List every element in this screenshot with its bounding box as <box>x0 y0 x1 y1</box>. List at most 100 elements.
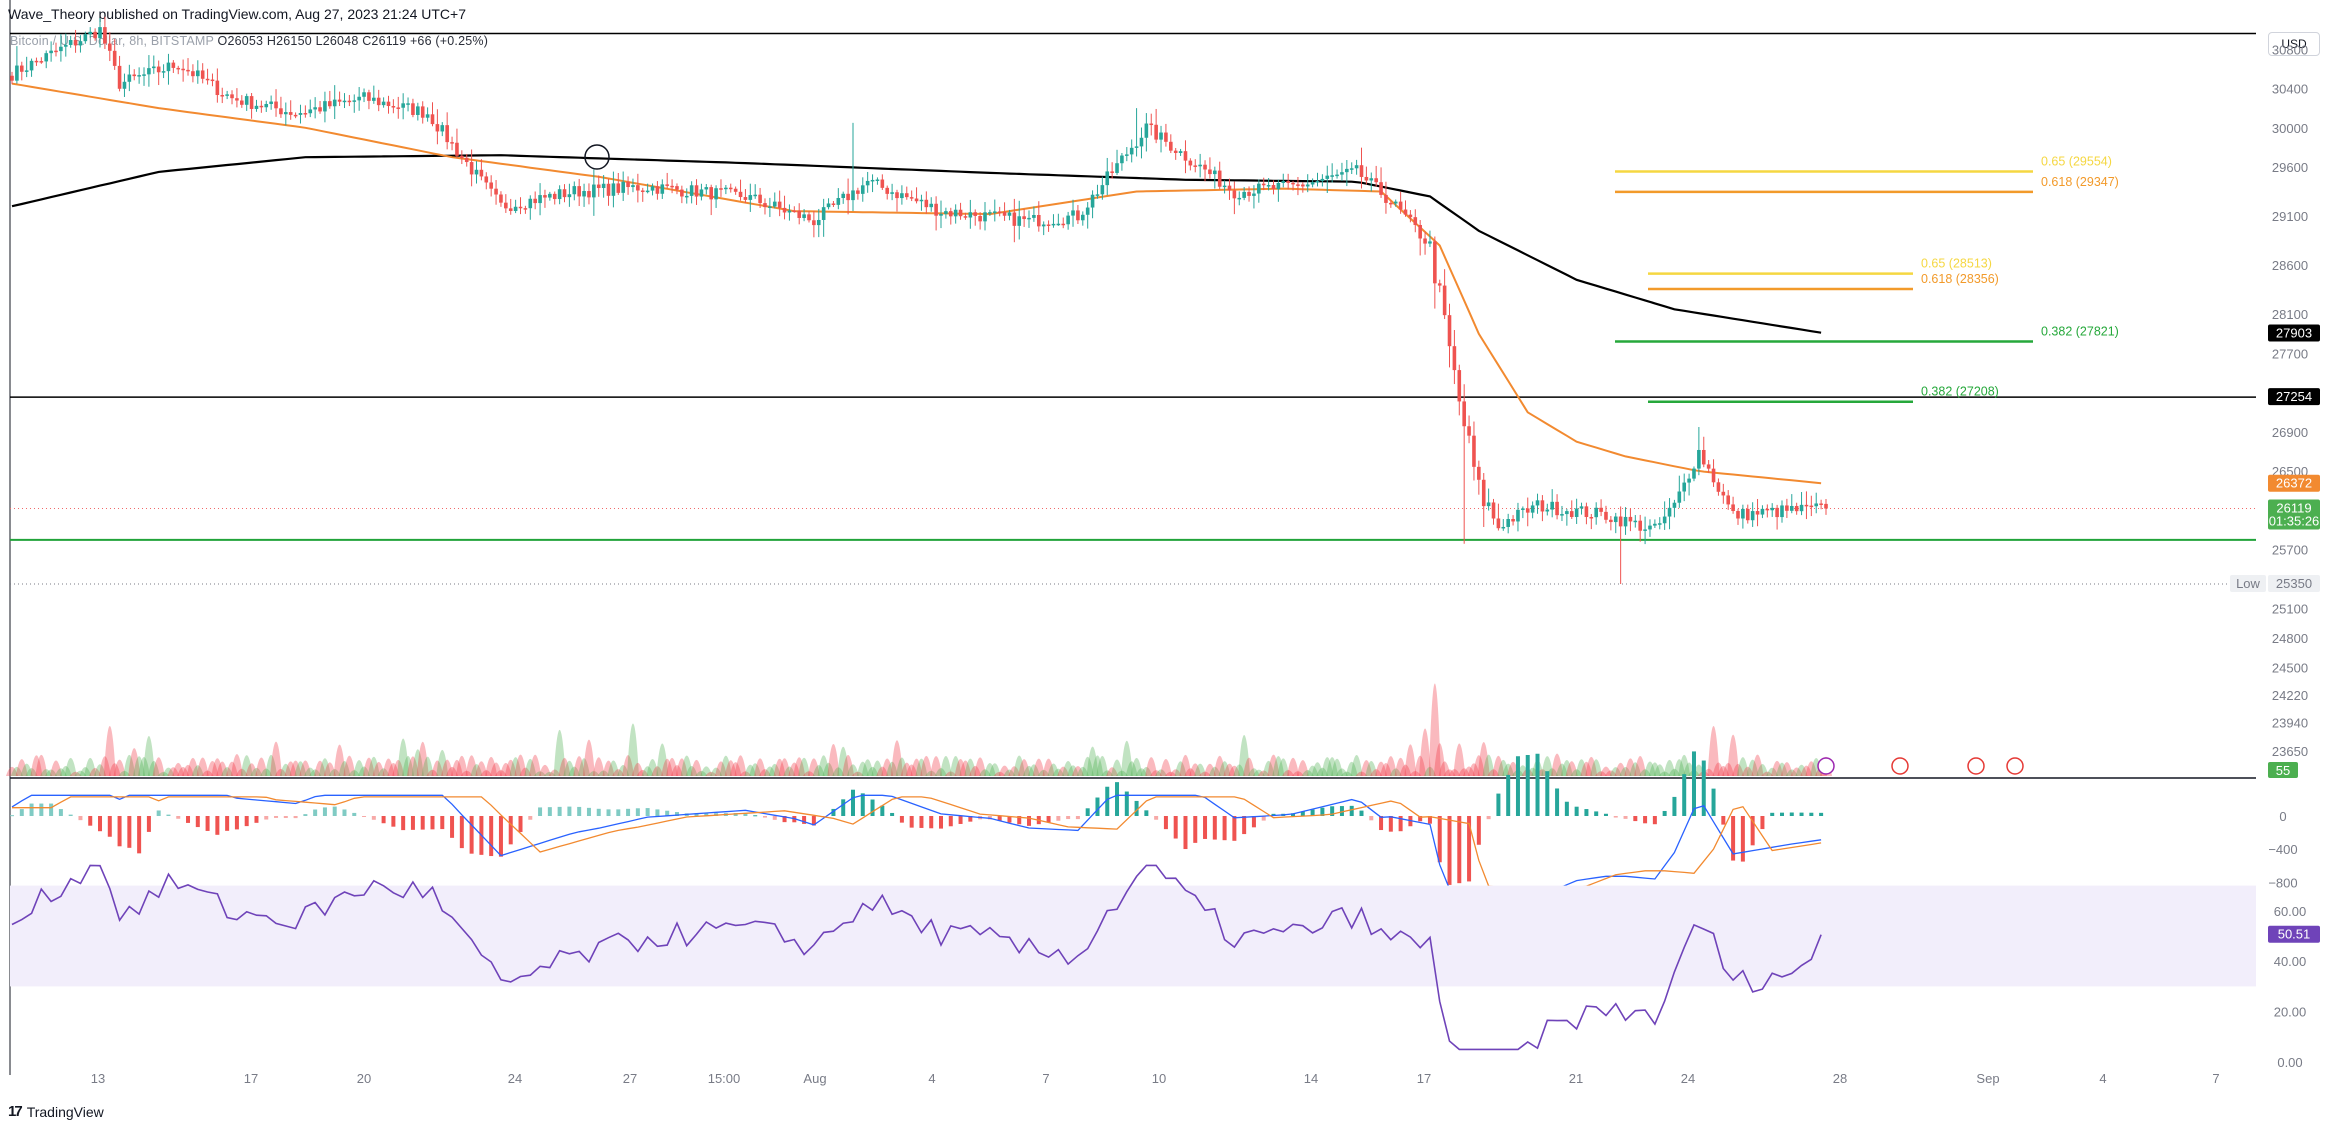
macd-histogram-bar <box>78 816 83 821</box>
candle-body <box>1511 519 1515 522</box>
macd-tick-label: −800 <box>2268 875 2297 890</box>
candle-body <box>1389 202 1393 205</box>
volume-bar <box>1497 759 1510 776</box>
economic-event-icon <box>1967 757 1985 775</box>
candle-body <box>259 105 264 108</box>
volume-bar <box>1360 760 1373 776</box>
price-badge-label: 26119 <box>2276 501 2311 516</box>
macd-histogram-bar <box>870 799 875 816</box>
macd-histogram-bar <box>655 809 660 816</box>
macd-histogram-bar <box>1261 816 1266 821</box>
volume-bar <box>949 756 962 776</box>
candle-body <box>1149 123 1154 126</box>
volume-bar <box>939 756 952 776</box>
candle-body <box>636 185 640 191</box>
volume-bar <box>1609 767 1622 776</box>
brand-name: TradingView <box>26 1103 104 1120</box>
candle-body <box>1291 182 1295 185</box>
candle-body <box>303 113 308 115</box>
candle-body <box>1814 503 1819 507</box>
candle-body <box>1481 479 1486 507</box>
candle-body <box>1653 523 1657 526</box>
volume-bar <box>1008 766 1021 776</box>
candle-body <box>1501 526 1506 529</box>
candle-body <box>191 71 195 77</box>
volume-bar <box>1272 755 1285 776</box>
volume-bar <box>362 757 375 776</box>
macd-histogram-bar <box>322 807 327 816</box>
candle-body <box>1726 495 1731 505</box>
levels-layer <box>10 32 2256 585</box>
volume-bar <box>1707 726 1720 776</box>
candle-body <box>386 101 391 107</box>
macd-histogram-bar <box>1163 816 1168 830</box>
candle-body <box>880 179 885 188</box>
volume-bar <box>402 756 415 776</box>
candle-body <box>504 202 508 209</box>
macd-histogram-bar <box>606 809 611 816</box>
volume-bar <box>1067 765 1080 776</box>
volume-bar <box>983 762 996 776</box>
volume-bar <box>260 768 273 776</box>
candle-body <box>54 50 58 53</box>
volume-bar <box>1668 768 1681 776</box>
candle-body <box>1056 223 1061 226</box>
macd-histogram-bar <box>332 806 337 816</box>
candle-body <box>518 206 523 209</box>
volume-bar <box>573 756 586 776</box>
volume-bar <box>1145 757 1158 776</box>
candle-body <box>1330 175 1334 177</box>
volume-bar <box>793 757 806 776</box>
volume-bar <box>1555 763 1568 776</box>
economic-event-icon <box>1891 757 1909 775</box>
macd-histogram-bar <box>909 816 914 828</box>
currency-button[interactable]: USD <box>2268 32 2320 56</box>
macd-histogram-bar <box>1574 806 1579 816</box>
volume-bar <box>1575 759 1588 776</box>
volume-bar <box>1604 770 1617 776</box>
candle-body <box>1721 491 1726 496</box>
volume-bar <box>1350 755 1363 776</box>
volume-bar <box>851 771 864 776</box>
candle-body <box>1491 502 1496 519</box>
candle-body <box>660 184 665 194</box>
macd-histogram-bar <box>1144 810 1149 816</box>
volume-bar <box>358 766 371 776</box>
volume-bar <box>1335 768 1348 776</box>
volume-bar <box>768 763 781 776</box>
volume-bar <box>1247 768 1260 776</box>
volume-bar <box>612 769 625 776</box>
volume-bar <box>406 756 419 776</box>
candle-body <box>88 31 93 35</box>
macd-histogram-bar <box>1691 751 1696 816</box>
candle-body <box>210 79 215 82</box>
time-tick-label: 10 <box>1152 1071 1166 1086</box>
volume-bar <box>1047 763 1060 776</box>
macd-histogram-bar <box>1320 807 1325 816</box>
volume-bar <box>1257 770 1270 776</box>
candle-body <box>1794 505 1799 512</box>
time-tick-label: 4 <box>2099 1071 2106 1086</box>
price-badge <box>2268 324 2320 342</box>
candle-body <box>1340 172 1344 175</box>
macd-histogram-bar <box>401 816 406 831</box>
macd-histogram-bar <box>1085 808 1090 816</box>
candle-body <box>1257 183 1261 194</box>
volume-bar <box>274 768 287 776</box>
macd-histogram-bar <box>919 816 924 828</box>
candle-body <box>425 114 430 118</box>
candle-body <box>1540 500 1545 512</box>
volume-bar <box>89 767 102 776</box>
candle-body <box>552 193 557 200</box>
time-tick-label: 27 <box>623 1071 637 1086</box>
candle-body <box>533 198 537 204</box>
macd-histogram-bar <box>1545 771 1550 816</box>
macd-histogram-bar <box>29 803 34 816</box>
volume-bar <box>988 763 1001 776</box>
candle-body <box>1242 191 1246 198</box>
time-tick-label: 17 <box>244 1071 258 1086</box>
volume-badge <box>2268 762 2298 778</box>
candle-body <box>768 206 772 209</box>
candle-body <box>269 101 273 104</box>
price-chart[interactable]: 3080030400300002960029100286002810027700… <box>0 0 2347 1100</box>
